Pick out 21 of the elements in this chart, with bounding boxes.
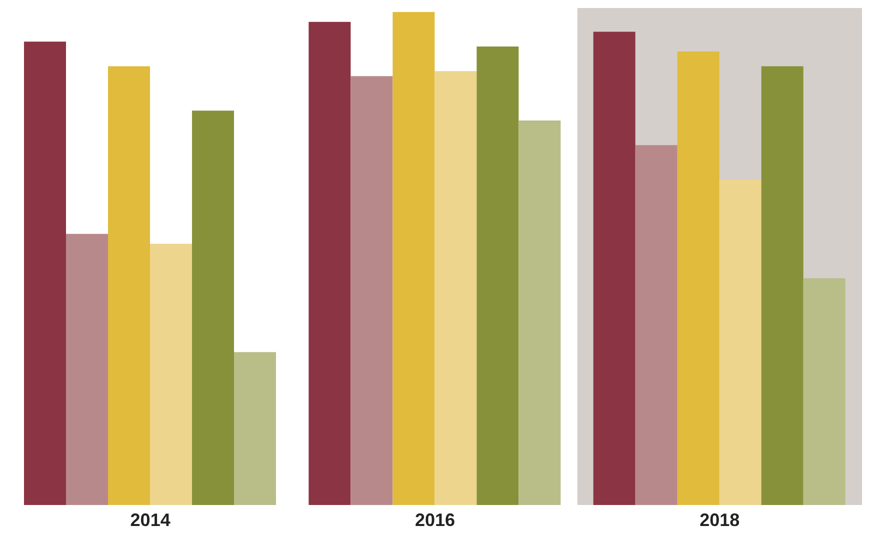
x-tick-label: 2014 [130, 510, 170, 530]
bar [803, 278, 846, 505]
bar [108, 66, 150, 505]
bar [518, 120, 561, 505]
bar [761, 66, 804, 505]
bar [677, 51, 720, 505]
bar [434, 71, 477, 505]
bar [234, 352, 276, 505]
bar [192, 110, 234, 505]
x-tick-label: 2016 [414, 510, 456, 530]
bar [24, 42, 66, 505]
bar [150, 244, 192, 505]
bar [476, 46, 519, 505]
bar [66, 234, 108, 505]
bar [350, 76, 393, 505]
x-tick-label: 2018 [700, 510, 740, 530]
bar [392, 12, 435, 505]
bar [593, 32, 636, 505]
bar [719, 180, 762, 505]
bar [308, 22, 351, 505]
bar [635, 145, 678, 505]
